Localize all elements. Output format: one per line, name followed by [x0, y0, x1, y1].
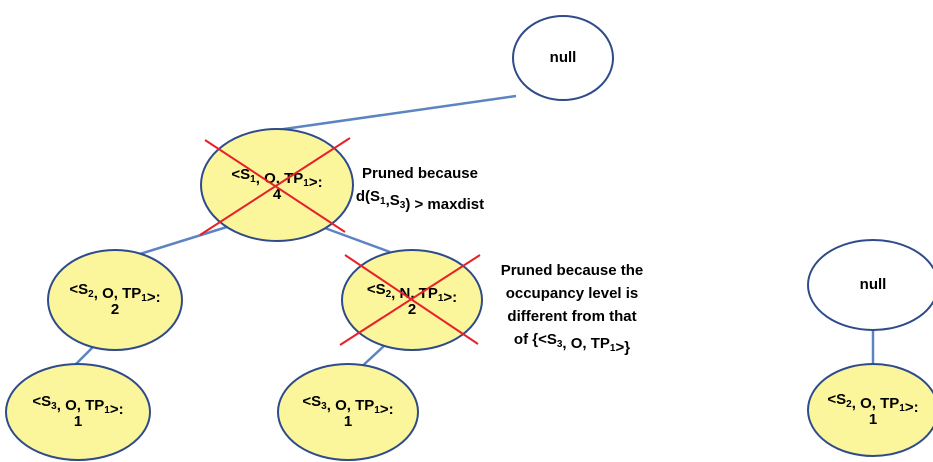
edges — [69, 94, 875, 371]
subscript: 1 — [141, 293, 147, 304]
text-run: 1 — [344, 413, 352, 430]
text-run: >: — [110, 401, 124, 418]
text-run: >: — [380, 401, 394, 418]
node-label: 2 — [111, 301, 119, 318]
cross-line — [199, 137, 351, 236]
edge — [269, 94, 517, 133]
cross-line — [339, 254, 481, 346]
annotation: Pruned because the — [501, 262, 644, 279]
text-run: 2 — [111, 301, 119, 318]
text-run: Pruned because — [362, 165, 478, 182]
node-shape — [512, 15, 614, 101]
text-run: Pruned because the — [501, 262, 644, 279]
text-run: 1 — [869, 411, 877, 428]
text-run: of {<S — [514, 331, 557, 348]
annotation: of {<S3, O, TP1>} — [514, 331, 630, 356]
node-shape — [807, 363, 933, 457]
text-run: , O, TP — [562, 335, 610, 352]
node-label: 1 — [74, 413, 82, 430]
text-run: <S — [302, 393, 321, 410]
text-run: <S — [827, 391, 846, 408]
subscript: 3 — [51, 401, 57, 412]
node-shape — [5, 363, 151, 461]
node-shape — [47, 249, 183, 351]
text-run: null — [860, 276, 887, 293]
subscript: 2 — [88, 289, 94, 300]
node-label: <S3, O, TP1>: — [32, 393, 123, 418]
node-label: <S3, O, TP1>: — [302, 393, 393, 418]
subscript: 3 — [400, 200, 406, 211]
annotation: different from that — [507, 308, 636, 325]
text-run: , O, TP — [327, 397, 375, 414]
subscript: 1 — [303, 178, 309, 189]
node: <S3, O, TP1>:1 — [277, 363, 419, 461]
text-run: , O, TP — [94, 285, 142, 302]
text-run: 4 — [273, 186, 282, 203]
text-run: >: — [309, 174, 323, 191]
subscript: 1 — [610, 343, 616, 354]
text-run: <S — [32, 393, 51, 410]
nodes: null<S1, O, TP1>:4<S2, O, TP1>:2<S2, N, … — [5, 15, 933, 461]
subscript: 3 — [557, 339, 563, 350]
subscript: 1 — [438, 293, 444, 304]
edge — [321, 225, 391, 254]
text-run: <S — [367, 281, 386, 298]
subscript: 1 — [380, 196, 386, 207]
node: <S2, O, TP1>:1 — [807, 363, 933, 457]
text-run: 1 — [74, 413, 82, 430]
text-run: ,S — [386, 192, 400, 209]
node-label: null — [550, 49, 577, 66]
text-run: , O, TP — [57, 397, 105, 414]
prune-marks — [199, 137, 481, 346]
text-run: d(S — [356, 188, 380, 205]
node-label: <S2, O, TP1>: — [827, 391, 918, 416]
subscript: 1 — [104, 405, 110, 416]
node-label: 4 — [273, 186, 282, 203]
text-run: <S — [231, 166, 250, 183]
text-run: <S — [69, 281, 88, 298]
text-run: 2 — [408, 301, 416, 318]
text-run: >} — [615, 339, 630, 356]
subscript: 3 — [321, 401, 327, 412]
text-run: different from that — [507, 308, 636, 325]
text-run: null — [550, 49, 577, 66]
node: <S3, O, TP1>:1 — [5, 363, 151, 461]
text-run: >: — [443, 289, 457, 306]
subscript: 2 — [386, 289, 392, 300]
node-shape — [277, 363, 419, 461]
node-label: <S2, O, TP1>: — [69, 281, 160, 306]
text-run: ) > maxdist — [405, 196, 484, 213]
subscript: 2 — [846, 399, 852, 410]
text-run: >: — [905, 399, 919, 416]
annotation: d(S1,S3) > maxdist — [356, 188, 484, 213]
node-label: 2 — [408, 301, 416, 318]
text-run: , O, TP — [852, 395, 900, 412]
node-label: 1 — [344, 413, 352, 430]
annotation: Pruned because — [362, 165, 478, 182]
text-run: >: — [147, 289, 161, 306]
node-label: <S1, O, TP1>: — [231, 166, 322, 191]
subscript: 1 — [374, 405, 380, 416]
text-run: , O, TP — [256, 170, 304, 187]
node-label: null — [860, 276, 887, 293]
node: <S2, O, TP1>:2 — [47, 249, 183, 351]
text-run: occupancy level is — [506, 285, 639, 302]
node: null — [512, 15, 614, 101]
node-label: 1 — [869, 411, 877, 428]
edge — [139, 224, 231, 256]
node: null — [807, 239, 933, 331]
subscript: 1 — [250, 174, 256, 185]
node-shape — [807, 239, 933, 331]
subscript: 1 — [899, 403, 905, 414]
annotation: occupancy level is — [506, 285, 639, 302]
